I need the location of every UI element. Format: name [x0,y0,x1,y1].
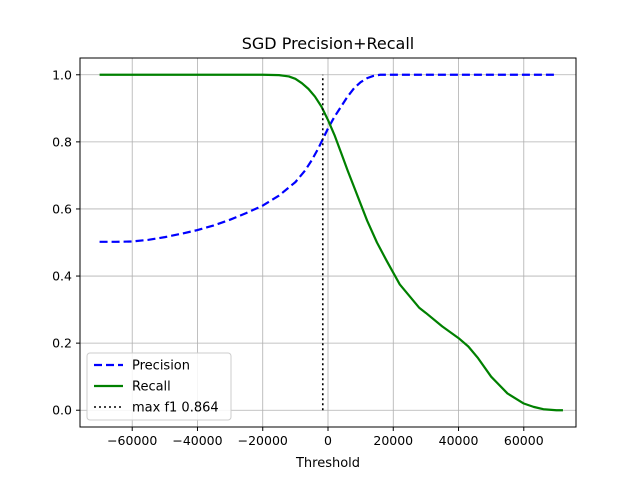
x-axis-label: Threshold [295,456,360,471]
series-line-recall [99,73,563,412]
x-tick-label: 20000 [373,433,413,448]
y-tick-label: 0.6 [52,201,72,216]
y-tick-label: 0.8 [52,134,72,149]
x-tick-label: 60000 [504,433,544,448]
legend-box [86,352,232,421]
x-tick-label: −40000 [172,433,222,448]
x-tick-label: −20000 [238,433,288,448]
y-axis-ticks: 0.0 0.2 0.4 0.6 0.8 1.0 [52,67,80,418]
plot-lines [99,73,563,412]
legend: Precision Recall max f1 0.864 [86,352,232,421]
legend-label: max f1 0.864 [132,401,219,416]
y-tick-label: 0.2 [52,336,72,351]
x-tick-label: 40000 [439,433,479,448]
series-line-precision [99,73,557,243]
y-tick-label: 0.0 [52,403,72,418]
x-tick-label: −60000 [107,433,157,448]
y-tick-label: 1.0 [52,67,72,82]
chart-title: SGD Precision+Recall [242,34,415,53]
legend-label: Recall [132,380,171,395]
x-axis-ticks: −60000 −40000 −20000 0 20000 40000 60000 [107,427,544,448]
x-tick-label: 0 [324,433,332,448]
legend-label: Precision [132,359,190,374]
y-tick-label: 0.4 [52,269,72,284]
